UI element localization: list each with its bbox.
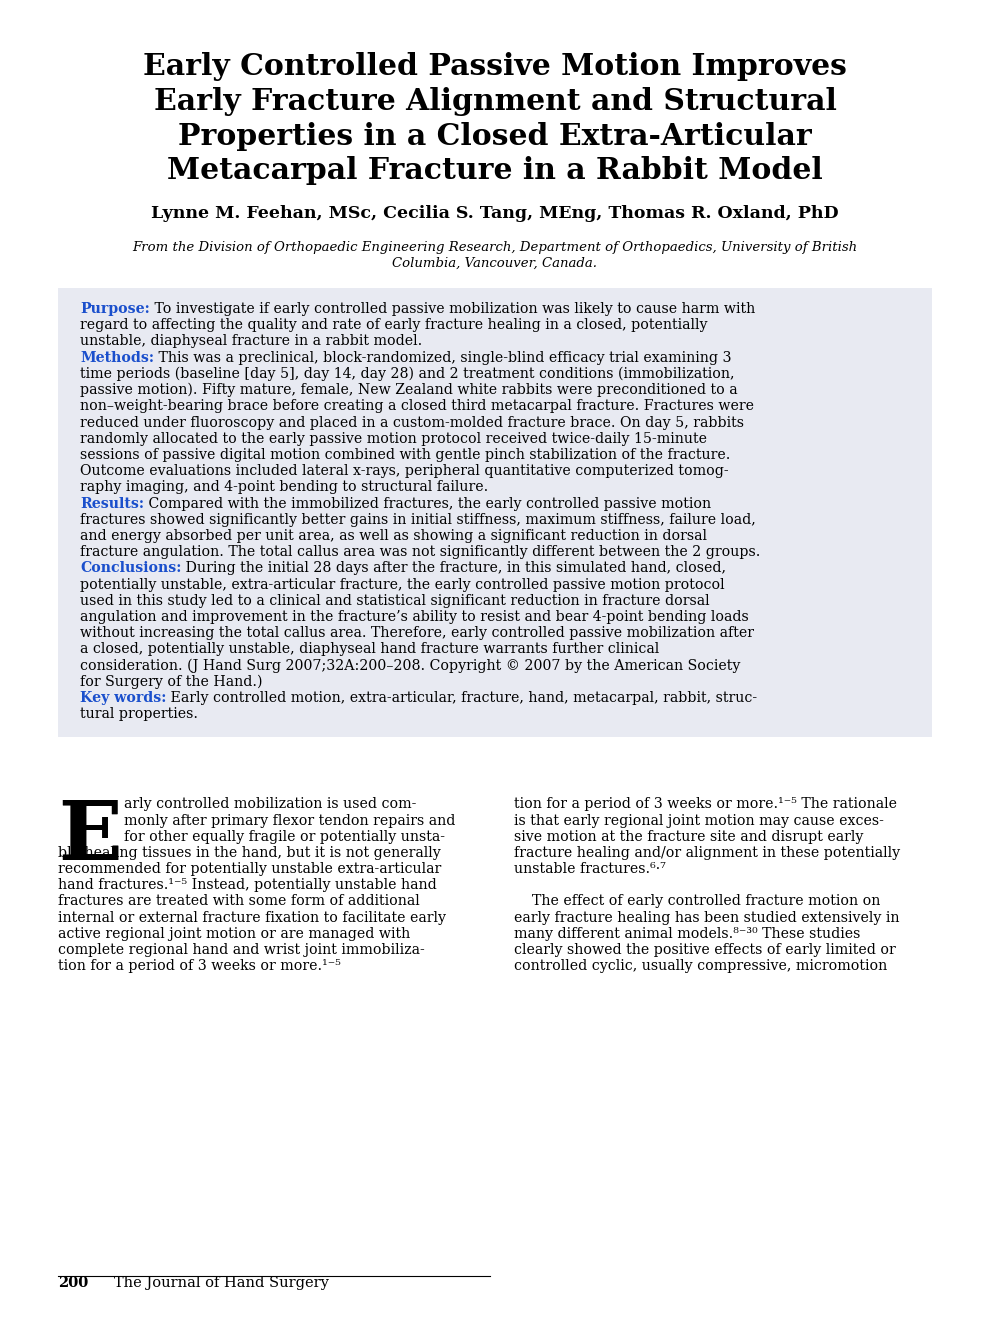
Text: E: E [58,797,122,878]
Text: clearly showed the positive effects of early limited or: clearly showed the positive effects of e… [514,942,896,957]
Text: arly controlled mobilization is used com-: arly controlled mobilization is used com… [124,797,416,812]
Text: Purpose:: Purpose: [80,302,149,315]
Text: fractures showed significantly better gains in initial stiffness, maximum stiffn: fractures showed significantly better ga… [80,512,755,527]
Text: Key words:: Key words: [80,690,166,705]
Text: passive motion). Fifty mature, female, New Zealand white rabbits were preconditi: passive motion). Fifty mature, female, N… [80,383,738,397]
Text: sive motion at the fracture site and disrupt early: sive motion at the fracture site and dis… [514,830,863,843]
Text: To investigate if early controlled passive mobilization was likely to cause harm: To investigate if early controlled passi… [149,302,755,315]
Text: randomly allocated to the early passive motion protocol received twice-daily 15-: randomly allocated to the early passive … [80,432,707,446]
Text: Properties in a Closed Extra-Articular: Properties in a Closed Extra-Articular [178,121,812,150]
Text: The Journal of Hand Surgery: The Journal of Hand Surgery [100,1276,329,1290]
Text: Methods:: Methods: [80,351,154,364]
Text: for other equally fragile or potentially unsta-: for other equally fragile or potentially… [124,830,445,843]
Text: non–weight-bearing brace before creating a closed third metacarpal fracture. Fra: non–weight-bearing brace before creating… [80,400,754,413]
Text: Conclusions:: Conclusions: [80,561,181,576]
Text: Compared with the immobilized fractures, the early controlled passive motion: Compared with the immobilized fractures,… [144,496,711,511]
Text: fracture angulation. The total callus area was not significantly different betwe: fracture angulation. The total callus ar… [80,545,760,560]
Text: used in this study led to a clinical and statistical significant reduction in fr: used in this study led to a clinical and… [80,594,710,607]
Text: internal or external fracture fixation to facilitate early: internal or external fracture fixation t… [58,911,446,925]
Text: controlled cyclic, usually compressive, micromotion: controlled cyclic, usually compressive, … [514,960,887,973]
Text: for Surgery of the Hand.): for Surgery of the Hand.) [80,675,262,689]
Text: Early Controlled Passive Motion Improves: Early Controlled Passive Motion Improves [144,51,846,81]
Text: fractures are treated with some form of additional: fractures are treated with some form of … [58,895,420,908]
Text: From the Division of Orthopaedic Engineering Research, Department of Orthopaedic: From the Division of Orthopaedic Enginee… [133,242,857,255]
Text: The effect of early controlled fracture motion on: The effect of early controlled fracture … [514,895,880,908]
Text: fracture healing and/or alignment in these potentially: fracture healing and/or alignment in the… [514,846,900,859]
Text: active regional joint motion or are managed with: active regional joint motion or are mana… [58,927,410,941]
Text: Lynne M. Feehan, MSc, Cecilia S. Tang, MEng, Thomas R. Oxland, PhD: Lynne M. Feehan, MSc, Cecilia S. Tang, M… [151,206,839,222]
Text: Early controlled motion, extra-articular, fracture, hand, metacarpal, rabbit, st: Early controlled motion, extra-articular… [166,690,757,705]
Text: Results:: Results: [80,496,144,511]
Text: complete regional hand and wrist joint immobiliza-: complete regional hand and wrist joint i… [58,942,425,957]
Text: 200: 200 [58,1276,88,1290]
Text: is that early regional joint motion may cause exces-: is that early regional joint motion may … [514,813,884,828]
Text: raphy imaging, and 4-point bending to structural failure.: raphy imaging, and 4-point bending to st… [80,480,488,494]
Text: tural properties.: tural properties. [80,708,198,721]
Text: monly after primary flexor tendon repairs and: monly after primary flexor tendon repair… [124,813,454,828]
Text: regard to affecting the quality and rate of early fracture healing in a closed, : regard to affecting the quality and rate… [80,318,708,333]
Text: time periods (baseline [day 5], day 14, day 28) and 2 treatment conditions (immo: time periods (baseline [day 5], day 14, … [80,367,735,381]
Text: ble healing tissues in the hand, but it is not generally: ble healing tissues in the hand, but it … [58,846,441,859]
Text: angulation and improvement in the fracture’s ability to resist and bear 4-point : angulation and improvement in the fractu… [80,610,748,624]
Text: many different animal models.⁸⁻³⁰ These studies: many different animal models.⁸⁻³⁰ These … [514,927,860,941]
Text: Early Fracture Alignment and Structural: Early Fracture Alignment and Structural [153,87,837,116]
Text: reduced under fluoroscopy and placed in a custom-molded fracture brace. On day 5: reduced under fluoroscopy and placed in … [80,416,744,429]
Text: This was a preclinical, block-randomized, single-blind efficacy trial examining : This was a preclinical, block-randomized… [154,351,732,364]
Text: a closed, potentially unstable, diaphyseal hand fracture warrants further clinic: a closed, potentially unstable, diaphyse… [80,643,659,656]
Text: tion for a period of 3 weeks or more.¹⁻⁵: tion for a period of 3 weeks or more.¹⁻⁵ [58,960,341,973]
Text: hand fractures.¹⁻⁵ Instead, potentially unstable hand: hand fractures.¹⁻⁵ Instead, potentially … [58,878,437,892]
Text: unstable, diaphyseal fracture in a rabbit model.: unstable, diaphyseal fracture in a rabbi… [80,334,423,348]
Text: potentially unstable, extra-articular fracture, the early controlled passive mot: potentially unstable, extra-articular fr… [80,578,725,591]
Text: Metacarpal Fracture in a Rabbit Model: Metacarpal Fracture in a Rabbit Model [167,157,823,186]
Text: consideration. (J Hand Surg 2007;32A:200–208. Copyright © 2007 by the American S: consideration. (J Hand Surg 2007;32A:200… [80,659,741,673]
Text: sessions of passive digital motion combined with gentle pinch stabilization of t: sessions of passive digital motion combi… [80,447,731,462]
Text: early fracture healing has been studied extensively in: early fracture healing has been studied … [514,911,900,925]
Text: without increasing the total callus area. Therefore, early controlled passive mo: without increasing the total callus area… [80,626,754,640]
Text: Outcome evaluations included lateral x-rays, peripheral quantitative computerize: Outcome evaluations included lateral x-r… [80,465,729,478]
Text: and energy absorbed per unit area, as well as showing a significant reduction in: and energy absorbed per unit area, as we… [80,529,707,543]
Text: During the initial 28 days after the fracture, in this simulated hand, closed,: During the initial 28 days after the fra… [181,561,727,576]
Text: E: E [58,797,122,878]
Bar [58,288,932,738]
Text: unstable fractures.⁶·⁷: unstable fractures.⁶·⁷ [514,862,666,876]
Text: Columbia, Vancouver, Canada.: Columbia, Vancouver, Canada. [392,256,598,269]
Text: tion for a period of 3 weeks or more.¹⁻⁵ The rationale: tion for a period of 3 weeks or more.¹⁻⁵… [514,797,897,812]
Text: recommended for potentially unstable extra-articular: recommended for potentially unstable ext… [58,862,442,876]
